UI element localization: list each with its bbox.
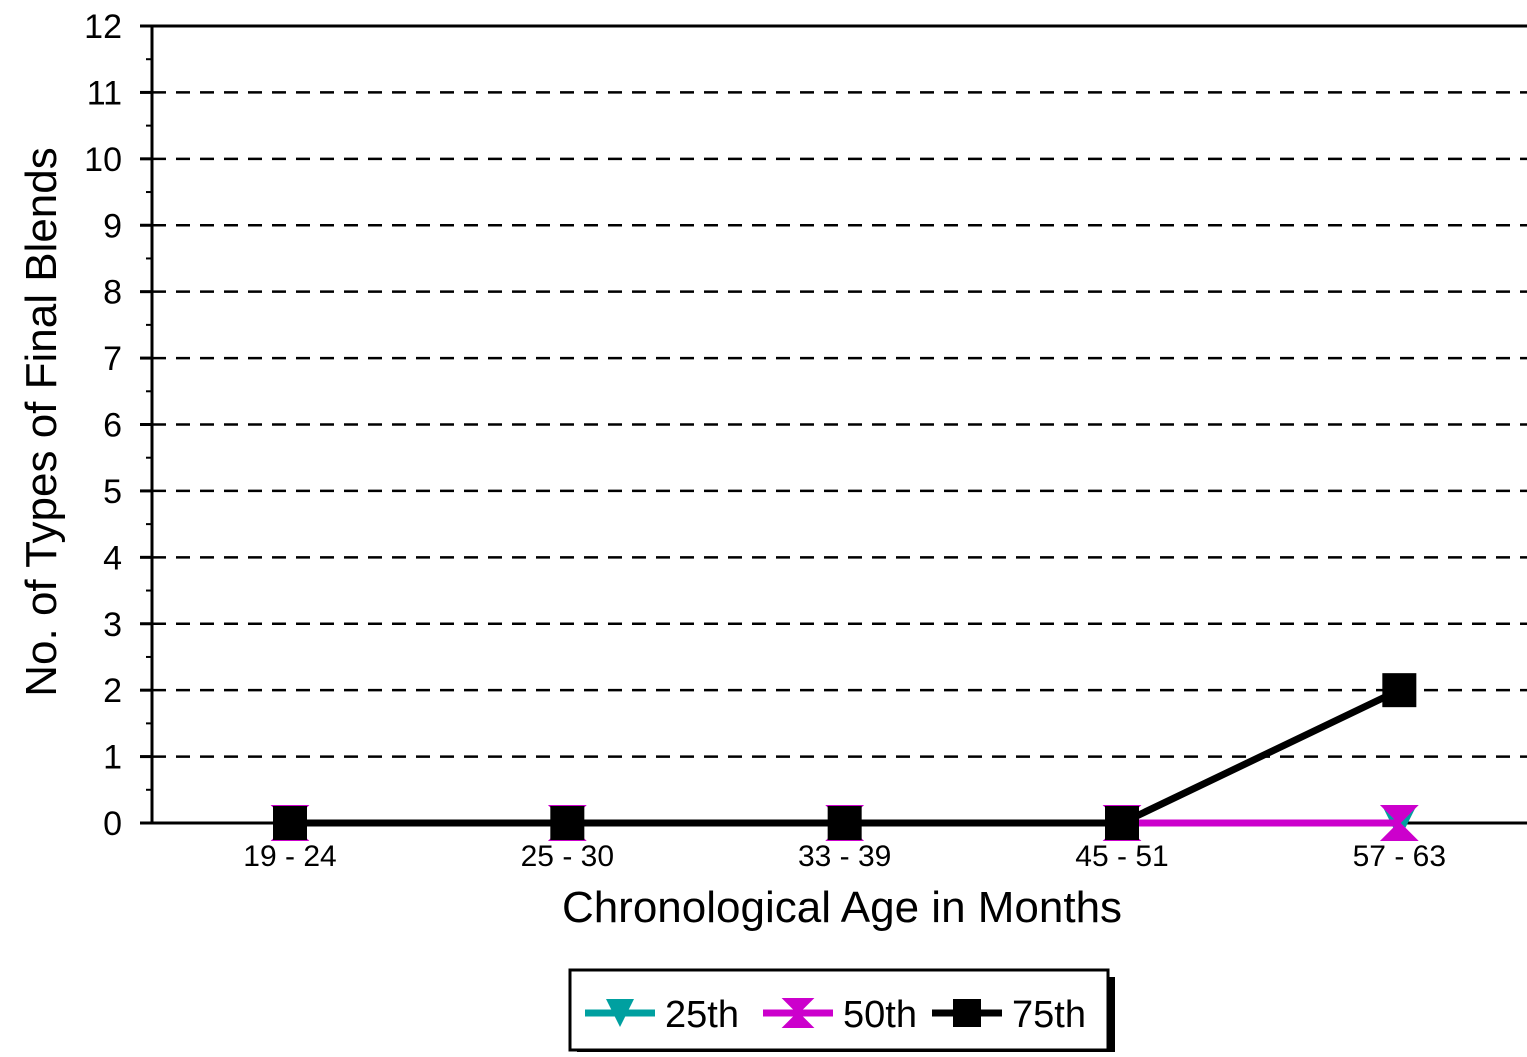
y-tick-label: 6 bbox=[103, 407, 122, 445]
x-tick-label: 45 - 51 bbox=[1075, 840, 1168, 873]
data-point-75th bbox=[1105, 806, 1139, 840]
legend-entry: 75th bbox=[932, 994, 1086, 1036]
y-tick-label: 0 bbox=[103, 805, 122, 843]
legend-marker bbox=[606, 999, 634, 1027]
legend-box bbox=[568, 968, 1110, 1052]
legend-entry: 25th bbox=[585, 994, 739, 1036]
y-tick-label: 5 bbox=[103, 473, 122, 511]
legend-label: 25th bbox=[665, 994, 739, 1036]
x-tick-label: 57 - 63 bbox=[1353, 840, 1446, 873]
y-tick-label: 1 bbox=[103, 739, 122, 777]
y-tick-label: 8 bbox=[103, 274, 122, 312]
y-tick-label: 9 bbox=[103, 207, 122, 245]
data-point-50th bbox=[1379, 805, 1419, 841]
x-tick-label: 33 - 39 bbox=[798, 840, 891, 873]
data-point-75th bbox=[827, 806, 862, 840]
legend-label: 75th bbox=[1012, 994, 1086, 1036]
x-tick-labels: 19 - 24 25 - 30 33 - 39 45 - 51 57 - 63 bbox=[243, 840, 1446, 873]
y-tick-label: 12 bbox=[84, 8, 122, 46]
y-tick-label: 11 bbox=[87, 74, 122, 112]
legend-marker bbox=[953, 999, 981, 1027]
data-point-75th bbox=[273, 806, 307, 840]
y-tick-label: 3 bbox=[103, 606, 122, 644]
data-point-75th bbox=[550, 806, 585, 840]
data-point-75th bbox=[1382, 673, 1417, 708]
x-axis-title: Chronological Age in Months bbox=[562, 883, 1122, 932]
series-75th bbox=[273, 673, 1417, 840]
x-tick-label: 25 - 30 bbox=[521, 840, 614, 873]
y-tick-label: 4 bbox=[103, 539, 122, 577]
legend-label: 50th bbox=[843, 994, 917, 1036]
series bbox=[270, 673, 1419, 841]
legend-marker bbox=[781, 998, 815, 1028]
y-tick-label: 7 bbox=[103, 340, 122, 378]
x-tick-label: 19 - 24 bbox=[243, 840, 336, 873]
axes bbox=[140, 24, 1527, 833]
legend-entry: 50th bbox=[763, 994, 917, 1036]
gridlines bbox=[152, 91, 1527, 758]
legend: 25th 50th 75th bbox=[568, 968, 1115, 1057]
y-tick-label: 2 bbox=[103, 672, 122, 710]
y-tick-label: 10 bbox=[84, 141, 122, 179]
y-axis-title: No. of Types of Final Blends bbox=[17, 147, 66, 696]
